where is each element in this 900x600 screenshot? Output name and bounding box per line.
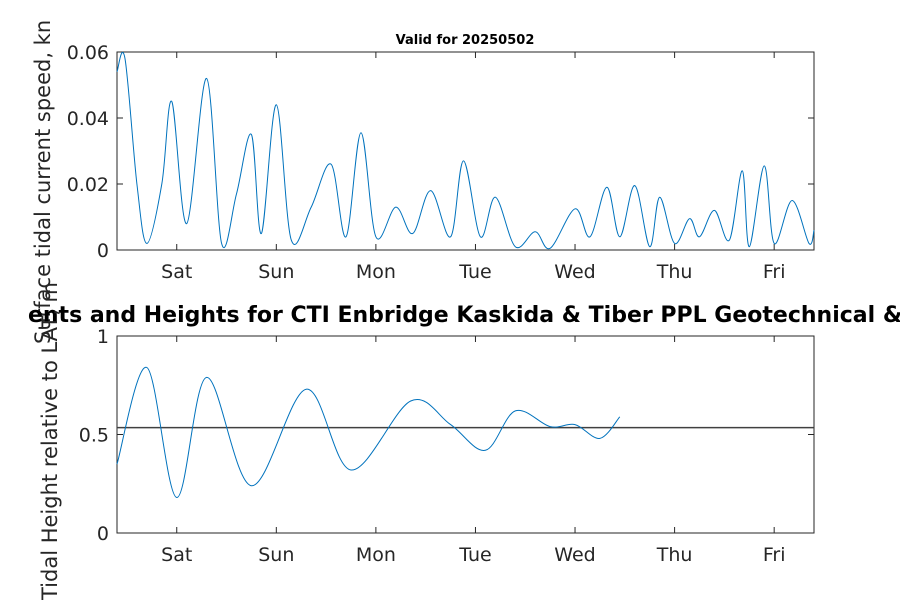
tidal-height-x-tick-label: Sat [161,544,192,566]
tidal-height-x-tick-label: Wed [554,544,595,566]
tidal-height-y-ticks: 00.51 [79,326,814,545]
current-speed-x-tick-label: Sun [258,261,294,283]
tidal-height-x-tick-label: Sun [258,544,294,566]
current-speed-y-tick-label: 0.02 [67,174,109,196]
current-speed-y-tick-label: 0.06 [67,42,109,64]
current-speed-plot-area [116,51,815,251]
current-speed-y-tick-label: 0 [97,240,109,262]
current-speed-line [116,51,815,250]
tidal-height-y-tick-label: 1 [97,326,109,348]
current-speed-axes: 0 0.02 0.04 0.06 Sat Sun Mon Tue Wed Thu Fri Vali… [31,20,815,344]
current-speed-x-tick-label: Fri [763,261,786,283]
current-speed-title: Valid for 20250502 [396,33,535,48]
tidal-height-y-tick-label: 0.5 [79,425,109,447]
current-speed-x-tick-label: Wed [554,261,595,283]
tidal-height-line [116,366,621,499]
current-speed-x-tick-label: Sat [161,261,192,283]
tidal-height-x-tick-label: Fri [763,544,786,566]
tidal-height-axes: 00.51 Sat Sun Mon Tue Wed Thu Fri ents and Hei… [28,282,900,600]
tidal-height-x-tick-label: Mon [356,544,396,566]
tidal-height-y-tick-label: 0 [97,523,109,545]
tidal-height-x-tick-label: Tue [458,544,491,566]
tidal-height-title: ents and Heights for CTI Enbridge Kaskid… [28,303,900,328]
tidal-height-plot-area [116,335,815,534]
tidal-height-x-tick-label: Thu [656,544,693,566]
tidal-height-y-label: Tidal Height relative to LAT, m [38,282,62,600]
current-speed-y-tick-label: 0.04 [67,108,109,130]
tidal-height-x-ticks: Sat Sun Mon Tue Wed Thu Fri [161,336,785,566]
current-speed-x-tick-label: Mon [356,261,396,283]
current-speed-y-ticks: 0 0.02 0.04 0.06 [67,42,814,262]
current-speed-x-ticks: Sat Sun Mon Tue Wed Thu Fri [161,52,785,283]
current-speed-y-label: Surface tidal current speed, kn [31,20,55,344]
current-speed-x-tick-label: Tue [458,261,491,283]
current-speed-x-tick-label: Thu [656,261,693,283]
